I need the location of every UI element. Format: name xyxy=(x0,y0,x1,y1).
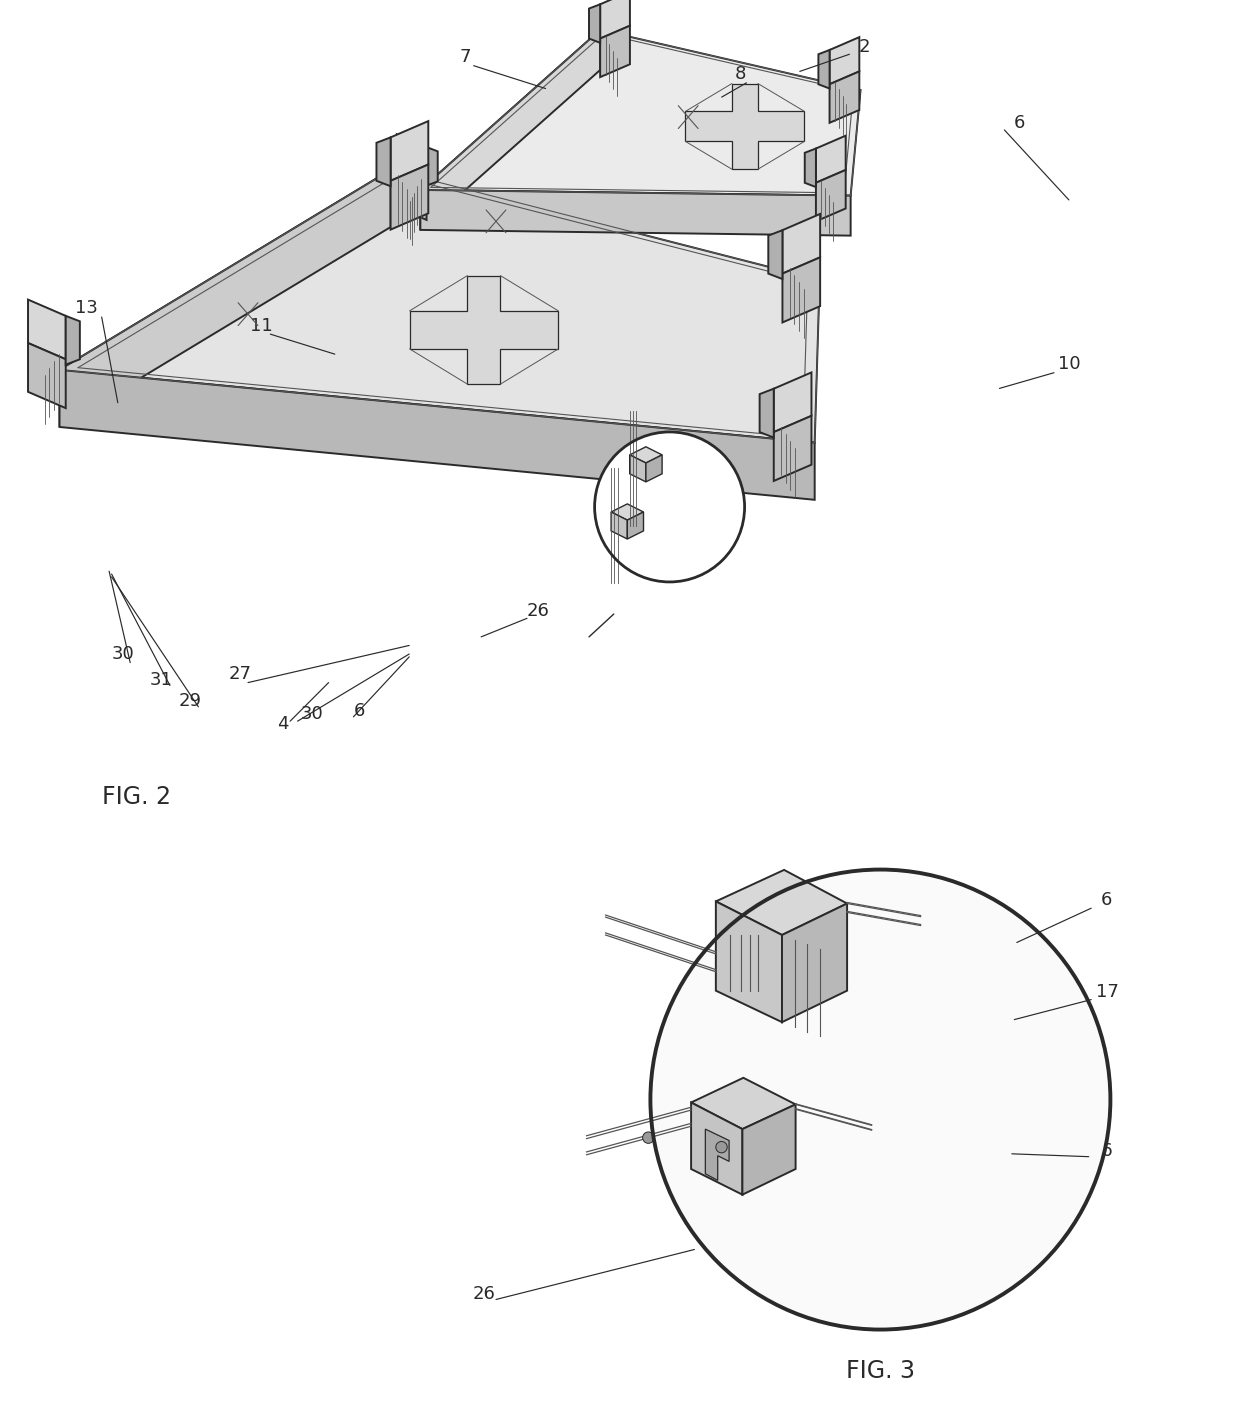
Polygon shape xyxy=(377,137,391,186)
Text: 6: 6 xyxy=(1013,114,1025,131)
Polygon shape xyxy=(60,170,391,427)
Polygon shape xyxy=(715,901,782,1022)
Text: 8: 8 xyxy=(734,66,746,83)
Text: 30: 30 xyxy=(112,645,134,663)
Polygon shape xyxy=(715,870,847,935)
Polygon shape xyxy=(782,904,847,1022)
Polygon shape xyxy=(830,71,859,123)
Polygon shape xyxy=(774,416,811,481)
Text: 27: 27 xyxy=(229,665,252,683)
Polygon shape xyxy=(397,169,427,220)
Polygon shape xyxy=(706,1130,729,1181)
Polygon shape xyxy=(420,30,861,196)
Polygon shape xyxy=(686,84,805,170)
Polygon shape xyxy=(627,513,644,538)
Polygon shape xyxy=(769,230,782,278)
Polygon shape xyxy=(782,257,820,323)
Polygon shape xyxy=(760,388,774,437)
Polygon shape xyxy=(630,447,662,463)
Polygon shape xyxy=(409,276,558,384)
Polygon shape xyxy=(29,343,66,408)
Polygon shape xyxy=(427,147,438,186)
Polygon shape xyxy=(805,149,816,187)
Polygon shape xyxy=(391,164,428,230)
Circle shape xyxy=(715,1141,727,1152)
Text: 11: 11 xyxy=(250,317,273,334)
Text: 30: 30 xyxy=(301,705,324,723)
Polygon shape xyxy=(611,513,627,538)
Text: FIG. 3: FIG. 3 xyxy=(846,1359,915,1382)
Polygon shape xyxy=(691,1102,743,1195)
Text: 2: 2 xyxy=(858,39,870,56)
Polygon shape xyxy=(397,134,427,181)
Polygon shape xyxy=(60,170,820,443)
Polygon shape xyxy=(420,190,851,236)
Polygon shape xyxy=(646,456,662,481)
Text: 16: 16 xyxy=(1090,1142,1112,1160)
Polygon shape xyxy=(818,50,830,89)
Text: 26: 26 xyxy=(472,1285,495,1302)
Polygon shape xyxy=(816,136,846,183)
Polygon shape xyxy=(611,504,644,520)
Polygon shape xyxy=(743,1104,796,1195)
Polygon shape xyxy=(420,30,600,230)
Text: FIG. 2: FIG. 2 xyxy=(102,785,171,808)
Polygon shape xyxy=(29,300,66,360)
Text: 31: 31 xyxy=(150,671,172,688)
Polygon shape xyxy=(630,456,646,481)
Polygon shape xyxy=(60,370,815,500)
Text: 10: 10 xyxy=(1058,356,1080,373)
Polygon shape xyxy=(589,4,600,43)
Polygon shape xyxy=(600,0,630,39)
Polygon shape xyxy=(691,1078,796,1130)
Circle shape xyxy=(595,431,744,583)
Text: 26: 26 xyxy=(527,603,549,620)
Polygon shape xyxy=(66,316,79,364)
Polygon shape xyxy=(391,121,428,181)
Polygon shape xyxy=(782,214,820,274)
Circle shape xyxy=(642,1132,653,1144)
Polygon shape xyxy=(774,373,811,433)
Polygon shape xyxy=(830,37,859,84)
Text: 7: 7 xyxy=(459,49,471,66)
Text: 4: 4 xyxy=(277,715,289,733)
Text: 6: 6 xyxy=(353,703,366,720)
Polygon shape xyxy=(600,26,630,77)
Polygon shape xyxy=(816,170,846,221)
Text: 13: 13 xyxy=(76,300,98,317)
Circle shape xyxy=(651,870,1110,1329)
Text: 29: 29 xyxy=(179,693,201,710)
Text: 6: 6 xyxy=(1100,891,1112,908)
Text: 17: 17 xyxy=(1096,984,1118,1001)
